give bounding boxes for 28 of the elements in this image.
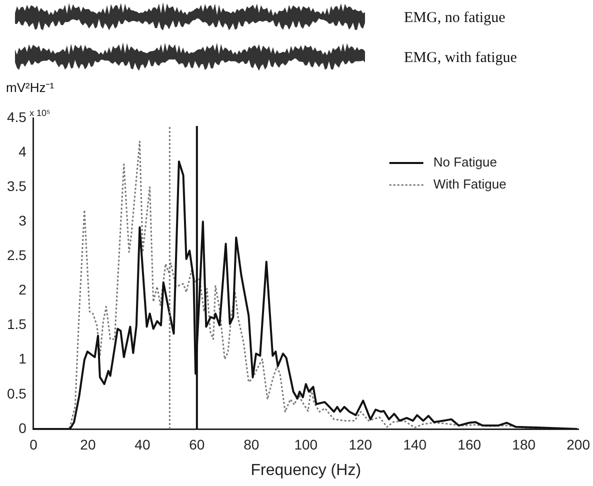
y-tick-label: 4 [18, 143, 27, 160]
y-tick-label: 1 [18, 350, 27, 367]
y-tick-label: 2 [18, 282, 27, 298]
x-tick-label: 180 [512, 436, 536, 452]
legend-label: No Fatigue [433, 154, 497, 170]
x-tick-label: 40 [134, 436, 150, 452]
y-axis-title: mV²Hz⁻¹ [6, 80, 55, 95]
y-tick-label: 0.5 [6, 385, 27, 402]
x-tick-label: 140 [403, 436, 427, 452]
y-tick-label: 4.5 [6, 108, 27, 125]
y-tick-label: 0 [18, 420, 27, 436]
x-tick-label: 120 [348, 436, 372, 452]
legend-label: With Fatigue [433, 176, 506, 192]
y-tick-label: 1.5 [6, 316, 27, 332]
text: EMG, no fatigue [404, 10, 506, 27]
annotation: x 10⁵ [29, 108, 50, 118]
x-tick-label: 100 [294, 436, 318, 452]
text: EMG, with fatigue [404, 50, 517, 67]
x-tick-label: 80 [244, 436, 260, 452]
y-tick-label: 3 [18, 212, 27, 229]
y-tick-label: 3.5 [6, 178, 27, 194]
x-tick-label: 0 [30, 436, 38, 452]
y-tick-label: 2.5 [6, 247, 27, 264]
x-tick-label: 160 [458, 436, 482, 452]
x-tick-label: 60 [189, 436, 205, 452]
x-tick-label: 200 [566, 436, 590, 452]
x-tick-label: 20 [80, 436, 96, 452]
x-axis-title: Frequency (Hz) [250, 462, 362, 479]
